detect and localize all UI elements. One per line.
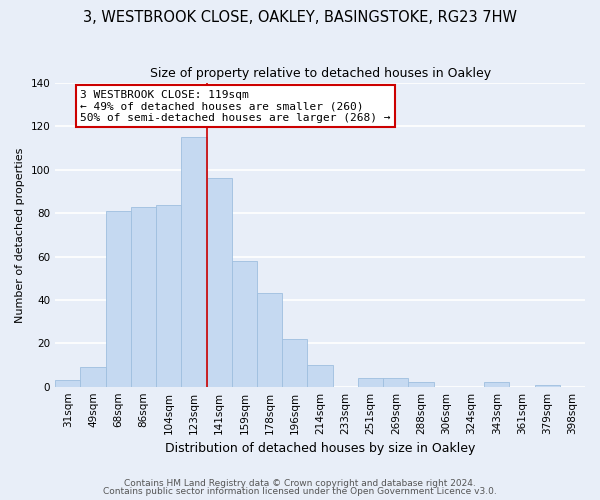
Bar (383, 378, 409, 386)
Bar (535, 384, 560, 386)
Bar (156, 204, 181, 386)
Bar (409, 382, 434, 386)
Bar (282, 339, 307, 386)
Bar (206, 178, 232, 386)
Bar (106, 211, 131, 386)
Bar (181, 138, 206, 386)
Bar (257, 294, 282, 386)
Bar (232, 261, 257, 386)
Y-axis label: Number of detached properties: Number of detached properties (15, 147, 25, 322)
Bar (307, 365, 332, 386)
Bar (55, 380, 80, 386)
Text: Contains public sector information licensed under the Open Government Licence v3: Contains public sector information licen… (103, 487, 497, 496)
Bar (484, 382, 509, 386)
Text: Contains HM Land Registry data © Crown copyright and database right 2024.: Contains HM Land Registry data © Crown c… (124, 478, 476, 488)
Bar (80, 367, 106, 386)
Text: 3 WESTBROOK CLOSE: 119sqm
← 49% of detached houses are smaller (260)
50% of semi: 3 WESTBROOK CLOSE: 119sqm ← 49% of detac… (80, 90, 391, 123)
Bar (358, 378, 383, 386)
Title: Size of property relative to detached houses in Oakley: Size of property relative to detached ho… (149, 68, 491, 80)
X-axis label: Distribution of detached houses by size in Oakley: Distribution of detached houses by size … (165, 442, 475, 455)
Text: 3, WESTBROOK CLOSE, OAKLEY, BASINGSTOKE, RG23 7HW: 3, WESTBROOK CLOSE, OAKLEY, BASINGSTOKE,… (83, 10, 517, 25)
Bar (131, 206, 156, 386)
